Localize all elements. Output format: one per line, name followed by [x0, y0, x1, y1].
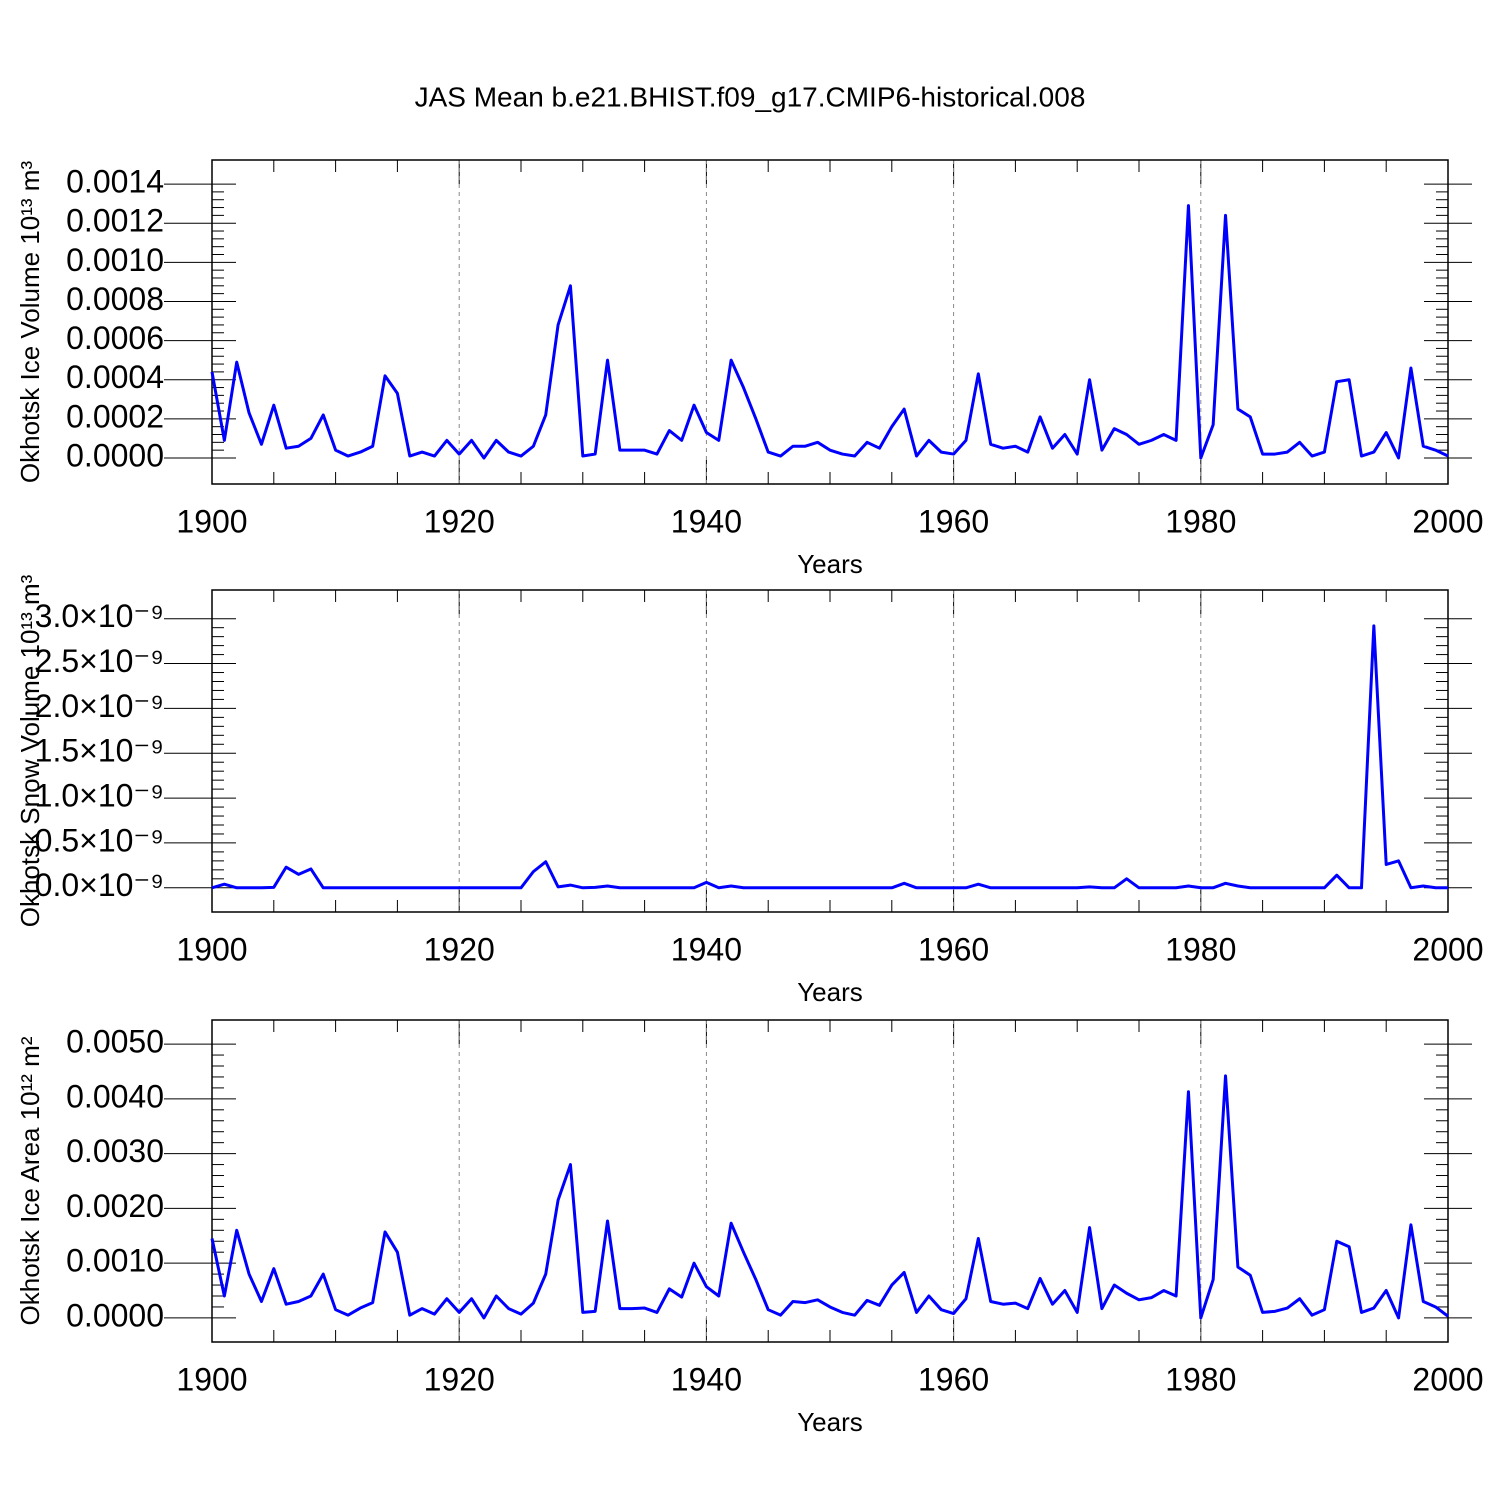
- y-tick-label: 0.0000: [66, 1297, 164, 1333]
- x-tick-label: 1980: [1165, 503, 1236, 539]
- y-tick-label: 1.5×10⁻⁹: [35, 733, 164, 769]
- x-tick-label: 1980: [1165, 1361, 1236, 1397]
- y-axis-label: Okhotsk Ice Volume 10¹³ m³: [15, 161, 45, 484]
- y-tick-label: 0.0012: [66, 203, 164, 239]
- plot-frame: [211, 1019, 1449, 1343]
- x-tick-label: 2000: [1412, 503, 1483, 539]
- x-tick-label: 1940: [671, 1361, 742, 1397]
- y-tick-label: 0.0040: [66, 1078, 164, 1114]
- y-tick-label: 0.0002: [66, 398, 164, 434]
- data-line: [210, 204, 1449, 460]
- x-tick-label: 2000: [1412, 1361, 1483, 1397]
- x-axis-label: Years: [797, 977, 863, 1007]
- y-tick-label: 2.5×10⁻⁹: [35, 643, 164, 679]
- x-tick-label: 1960: [918, 1361, 989, 1397]
- y-tick-label: 0.0000: [66, 437, 164, 473]
- data-line: [211, 624, 1448, 890]
- x-tick-label: 1980: [1165, 931, 1236, 967]
- y-tick-label: 0.5×10⁻⁹: [35, 822, 164, 858]
- x-axis-label: Years: [797, 549, 863, 579]
- plot-frame: [211, 589, 1449, 913]
- y-tick-label: 1.0×10⁻⁹: [35, 778, 164, 814]
- x-tick-label: 1940: [671, 931, 742, 967]
- x-axis-label: Years: [797, 1407, 863, 1437]
- x-tick-label: 1960: [918, 503, 989, 539]
- y-tick-label: 0.0010: [66, 1243, 164, 1279]
- y-tick-label: 0.0030: [66, 1133, 164, 1169]
- y-tick-label: 0.0020: [66, 1188, 164, 1224]
- y-tick-label: 0.0×10⁻⁹: [35, 867, 164, 903]
- plot-frame: [211, 159, 1449, 485]
- x-tick-label: 1900: [176, 931, 247, 967]
- x-tick-label: 1940: [671, 503, 742, 539]
- y-tick-label: 0.0010: [66, 242, 164, 278]
- y-tick-label: 0.0004: [66, 359, 164, 395]
- x-tick-label: 1900: [176, 503, 247, 539]
- x-tick-label: 1900: [176, 1361, 247, 1397]
- x-tick-label: 2000: [1412, 931, 1483, 967]
- y-tick-label: 3.0×10⁻⁹: [35, 598, 164, 634]
- y-tick-label: 2.0×10⁻⁹: [35, 688, 164, 724]
- x-tick-label: 1920: [424, 503, 495, 539]
- x-tick-label: 1920: [424, 1361, 495, 1397]
- y-axis-label: Okhotsk Ice Area 10¹² m²: [15, 1036, 45, 1325]
- x-tick-label: 1960: [918, 931, 989, 967]
- y-tick-label: 0.0008: [66, 281, 164, 317]
- x-tick-label: 1920: [424, 931, 495, 967]
- data-line: [210, 1074, 1449, 1320]
- y-tick-label: 0.0050: [66, 1024, 164, 1060]
- y-tick-label: 0.0014: [66, 164, 164, 200]
- page-title: JAS Mean b.e21.BHIST.f09_g17.CMIP6-histo…: [415, 81, 1086, 112]
- y-tick-label: 0.0006: [66, 320, 164, 356]
- y-axis-label: Okhotsk Snow Volume 10¹³ m³: [15, 574, 45, 927]
